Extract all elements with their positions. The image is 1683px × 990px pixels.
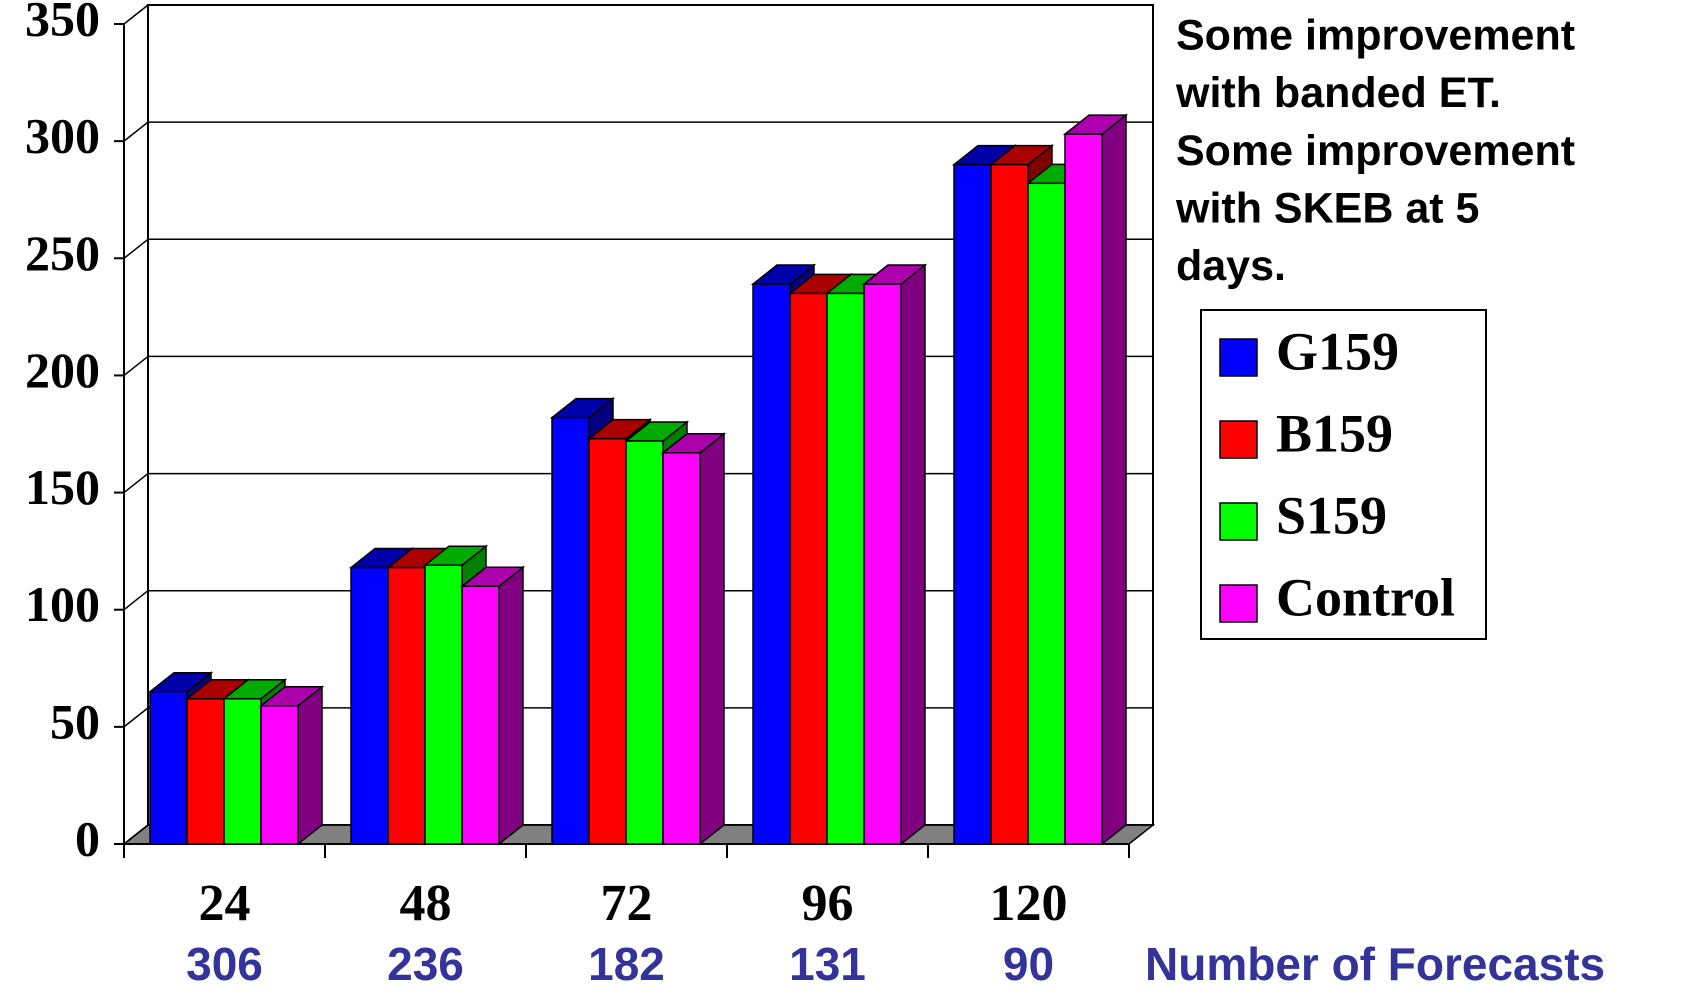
grid-line-side <box>123 4 149 25</box>
bar <box>461 585 500 845</box>
bar-side <box>297 685 323 846</box>
legend-label: Control <box>1276 567 1455 627</box>
grid-line-side <box>123 238 149 259</box>
x-tick-label: 24 <box>199 875 251 932</box>
x-tick-label: 48 <box>400 875 452 932</box>
legend-swatch <box>1219 584 1258 623</box>
y-tick-label: 200 <box>25 342 100 398</box>
legend-label: G159 <box>1276 321 1399 381</box>
bar <box>186 697 225 845</box>
grid-line-side <box>123 707 149 728</box>
bar <box>223 697 262 845</box>
bar <box>1027 182 1066 845</box>
x-tick-label: 72 <box>601 875 653 932</box>
annotation: days. <box>1176 242 1286 290</box>
bar <box>863 283 902 845</box>
bar <box>149 690 188 845</box>
y-tick-label: 100 <box>25 576 100 632</box>
grid-line-side <box>123 824 149 845</box>
forecast-count: 131 <box>789 938 866 990</box>
y-tick-label: 0 <box>75 810 100 866</box>
bar <box>625 440 664 845</box>
bar <box>752 283 791 845</box>
bar <box>260 705 299 845</box>
forecast-count: 306 <box>186 938 263 990</box>
grid-line-side <box>123 121 149 142</box>
y-tick-label: 250 <box>25 225 100 281</box>
bar-side <box>900 263 926 846</box>
bar <box>826 292 865 845</box>
bar <box>990 163 1029 845</box>
bar <box>387 566 426 845</box>
bar <box>588 437 627 845</box>
forecast-count-label: Number of Forecasts <box>1145 938 1605 990</box>
legend-swatch <box>1219 420 1258 459</box>
bar-side <box>699 432 725 846</box>
grid-line-side <box>123 472 149 494</box>
bar <box>789 292 828 845</box>
annotation: Some improvement <box>1176 11 1575 59</box>
legend-swatch <box>1219 338 1258 377</box>
bar <box>1064 133 1103 845</box>
annotation: with banded ET. <box>1175 69 1501 117</box>
bar-side <box>498 565 524 846</box>
bar <box>424 564 463 845</box>
x-tick-label: 120 <box>990 875 1068 932</box>
annotation: Some improvement <box>1176 127 1575 175</box>
grid-line-side <box>123 355 149 377</box>
y-tick-label: 300 <box>25 108 100 164</box>
annotation: with SKEB at 5 <box>1175 184 1479 232</box>
legend-swatch <box>1219 502 1258 541</box>
bar <box>551 416 590 845</box>
legend-label: S159 <box>1276 485 1387 545</box>
grid-line-side <box>123 590 149 611</box>
bar <box>662 451 701 845</box>
forecast-count: 90 <box>1003 938 1054 990</box>
legend-label: B159 <box>1276 403 1393 463</box>
bar-side <box>1101 113 1127 846</box>
y-tick-label: 50 <box>50 693 100 749</box>
y-tick-label: 350 <box>25 0 100 46</box>
bar <box>350 566 389 845</box>
forecast-count: 182 <box>588 938 665 990</box>
x-tick-label: 96 <box>802 875 854 932</box>
y-tick-label: 150 <box>25 459 100 515</box>
forecast-count: 236 <box>387 938 464 990</box>
bar <box>953 163 992 845</box>
